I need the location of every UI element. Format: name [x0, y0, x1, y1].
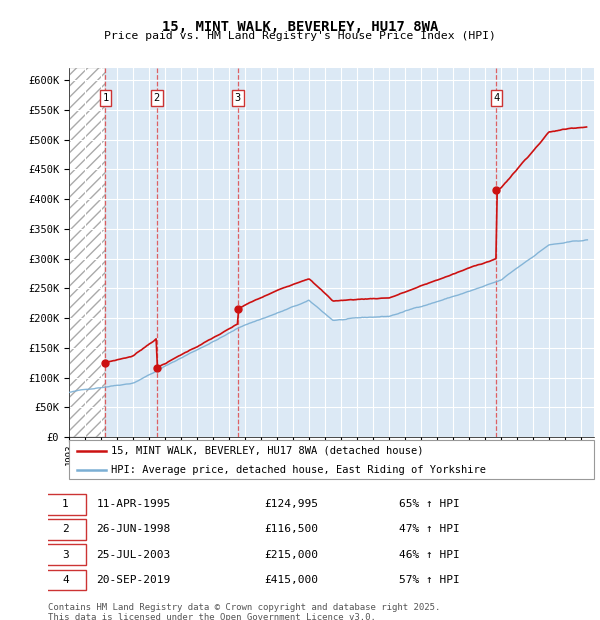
Text: 25-JUL-2003: 25-JUL-2003 — [97, 550, 171, 560]
FancyBboxPatch shape — [46, 494, 86, 515]
FancyBboxPatch shape — [46, 544, 86, 565]
Text: Price paid vs. HM Land Registry's House Price Index (HPI): Price paid vs. HM Land Registry's House … — [104, 31, 496, 41]
Text: £215,000: £215,000 — [264, 550, 318, 560]
Text: 47% ↑ HPI: 47% ↑ HPI — [399, 525, 460, 534]
Text: 1: 1 — [62, 499, 69, 509]
Text: 4: 4 — [62, 575, 69, 585]
FancyBboxPatch shape — [69, 440, 594, 479]
Text: 2: 2 — [62, 525, 69, 534]
Text: 57% ↑ HPI: 57% ↑ HPI — [399, 575, 460, 585]
Bar — [69, 68, 106, 437]
Text: 26-JUN-1998: 26-JUN-1998 — [97, 525, 171, 534]
Text: 11-APR-1995: 11-APR-1995 — [97, 499, 171, 509]
FancyBboxPatch shape — [46, 570, 86, 590]
Text: 3: 3 — [235, 93, 241, 103]
Text: £415,000: £415,000 — [264, 575, 318, 585]
Text: 1: 1 — [103, 93, 109, 103]
Text: 4: 4 — [493, 93, 499, 103]
Text: 20-SEP-2019: 20-SEP-2019 — [97, 575, 171, 585]
Text: £124,995: £124,995 — [264, 499, 318, 509]
Text: 15, MINT WALK, BEVERLEY, HU17 8WA: 15, MINT WALK, BEVERLEY, HU17 8WA — [162, 20, 438, 34]
FancyBboxPatch shape — [46, 519, 86, 540]
Text: £116,500: £116,500 — [264, 525, 318, 534]
Text: 46% ↑ HPI: 46% ↑ HPI — [399, 550, 460, 560]
Text: 65% ↑ HPI: 65% ↑ HPI — [399, 499, 460, 509]
Text: HPI: Average price, detached house, East Riding of Yorkshire: HPI: Average price, detached house, East… — [111, 465, 486, 475]
Text: 15, MINT WALK, BEVERLEY, HU17 8WA (detached house): 15, MINT WALK, BEVERLEY, HU17 8WA (detac… — [111, 446, 424, 456]
Text: 2: 2 — [154, 93, 160, 103]
Text: 3: 3 — [62, 550, 69, 560]
Text: Contains HM Land Registry data © Crown copyright and database right 2025.
This d: Contains HM Land Registry data © Crown c… — [48, 603, 440, 620]
